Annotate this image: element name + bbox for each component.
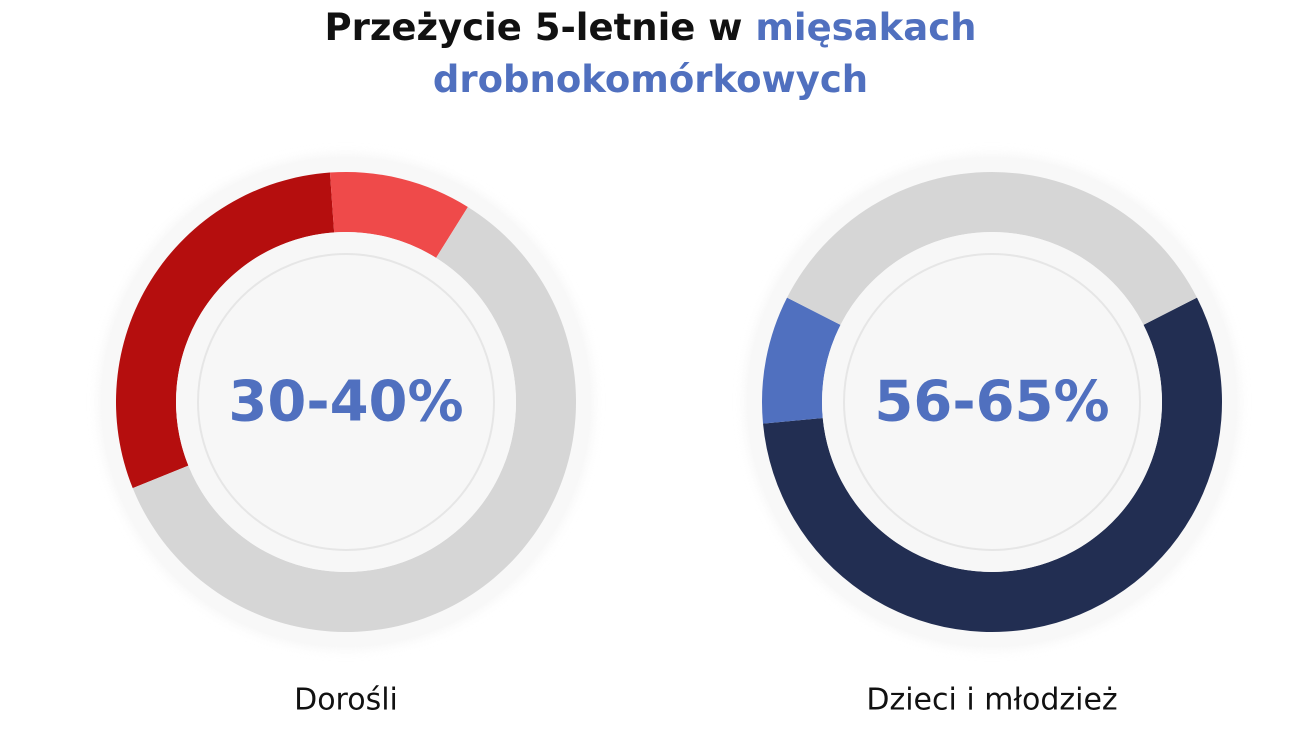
donut-value-label: 56-65%	[874, 370, 1109, 435]
donut-category-label: Dorośli	[294, 683, 398, 718]
donut-chart-adults: 30-40% Dorośli	[100, 156, 592, 718]
donut-slice-2	[787, 172, 1197, 325]
donut-slices	[761, 172, 1222, 633]
chart-title: Przeżycie 5-letnie w mięsakach drobnokom…	[0, 2, 1301, 106]
donut-slice-2	[132, 206, 577, 633]
donut-inner-ring	[197, 253, 495, 551]
donut-slice-0	[763, 297, 1222, 633]
donut-inner-circle	[176, 232, 516, 572]
donut-slices	[116, 172, 577, 633]
donut-chart-children: 56-65% Dzieci i młodzież	[746, 156, 1238, 718]
title-part-2: mięsakach	[755, 6, 977, 49]
donut-inner-circle	[822, 232, 1162, 572]
donut-slice-0	[116, 172, 335, 489]
title-part-1: Przeżycie 5-letnie w	[324, 6, 743, 49]
donut-value-label: 30-40%	[228, 370, 463, 435]
title-part-3: drobnokomórkowych	[432, 58, 869, 101]
donut-category-label: Dzieci i młodzież	[866, 683, 1117, 718]
donut-slice-1	[329, 172, 468, 258]
donut-slice-1	[761, 297, 841, 424]
title-line-1: Przeżycie 5-letnie w mięsakach	[0, 2, 1301, 54]
donut-inner-ring	[843, 253, 1141, 551]
